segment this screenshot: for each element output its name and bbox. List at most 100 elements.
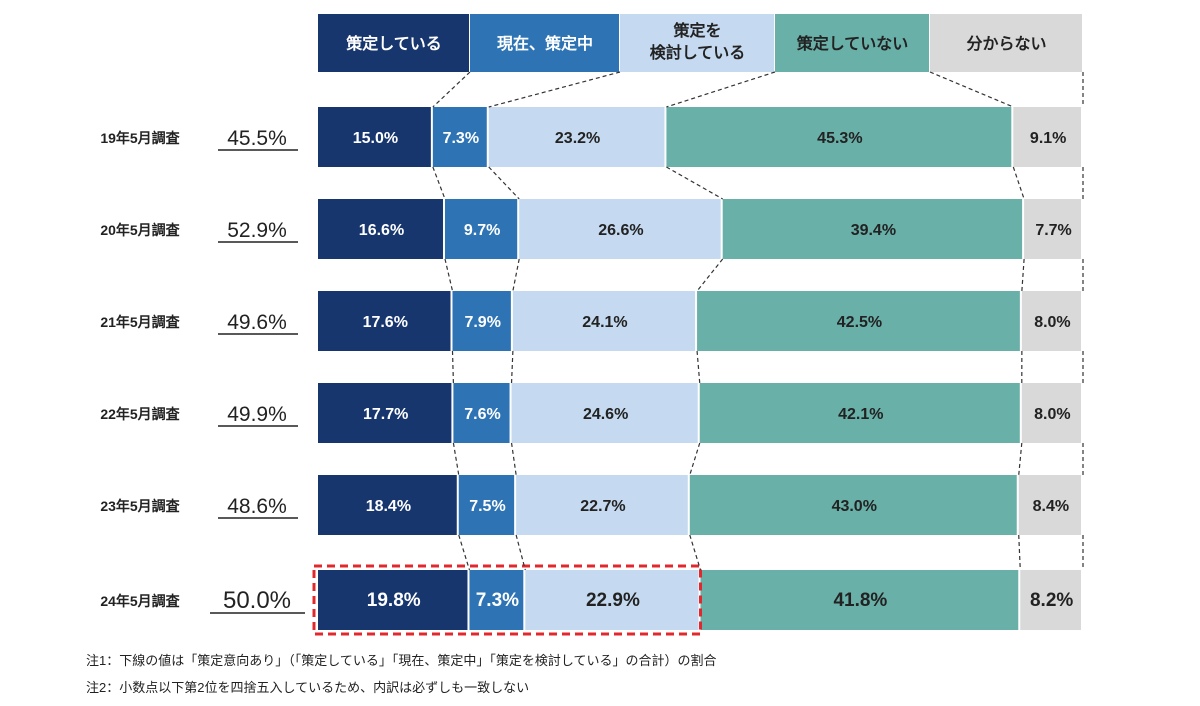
connector-line <box>488 166 520 200</box>
connector-line <box>451 350 455 384</box>
bar-segment <box>318 570 468 630</box>
connector-line <box>696 350 701 384</box>
legend-swatch <box>470 14 619 72</box>
data-label: 7.6% <box>464 406 500 423</box>
bar-segment <box>516 475 688 535</box>
data-label: 18.4% <box>366 498 411 515</box>
bar-segment <box>722 199 1023 259</box>
connector-line <box>432 166 446 200</box>
legend-swatch <box>930 14 1082 72</box>
bar-segment <box>699 383 1020 443</box>
connector-line <box>488 71 621 108</box>
data-label: 7.5% <box>469 498 505 515</box>
connector-line <box>689 534 702 571</box>
data-label: 17.7% <box>363 406 408 423</box>
data-label: 19.8% <box>367 590 421 611</box>
bar-segment <box>511 383 698 443</box>
bar-segment <box>697 291 1020 351</box>
data-label: 24.6% <box>583 406 628 423</box>
total-label: 50.0% <box>223 587 291 614</box>
connector-line <box>1021 258 1025 292</box>
data-label: 8.0% <box>1034 406 1070 423</box>
total-label: 52.9% <box>227 219 287 242</box>
connector-line <box>510 442 517 476</box>
data-label: 43.0% <box>832 498 877 515</box>
legend-swatch <box>620 14 774 72</box>
data-label: 42.1% <box>838 406 883 423</box>
data-label: 8.4% <box>1033 498 1069 515</box>
connector-line <box>444 258 454 292</box>
data-label: 45.3% <box>817 130 862 147</box>
connector-line <box>1018 534 1021 571</box>
legend-swatch <box>775 14 929 72</box>
data-label: 41.8% <box>833 590 887 611</box>
bar-segment <box>432 107 487 167</box>
bar-segment <box>1018 475 1081 535</box>
bar-segment <box>689 475 1017 535</box>
connector-line <box>432 71 471 108</box>
total-label: 45.5% <box>227 127 287 150</box>
legend-label: 分からない <box>966 35 1046 53</box>
connector-line <box>515 534 526 571</box>
total-label: 49.9% <box>227 403 287 426</box>
data-label: 39.4% <box>851 222 896 239</box>
bar-segment <box>488 107 665 167</box>
data-label: 7.9% <box>464 314 500 331</box>
data-label: 22.9% <box>586 590 640 611</box>
bar-segment <box>700 570 1019 630</box>
bar-segment <box>318 383 452 443</box>
data-label: 7.3% <box>443 130 479 147</box>
bar-segment <box>1020 570 1081 630</box>
category-label: 24年5月調査 <box>100 593 180 609</box>
category-label: 20年5月調査 <box>100 222 180 238</box>
bar-segment <box>452 291 511 351</box>
total-label: 48.6% <box>227 495 287 518</box>
bar-segment <box>318 291 451 351</box>
bar-segment <box>469 570 524 630</box>
connector-line <box>696 258 724 292</box>
bar-segment <box>453 383 510 443</box>
bar-segment <box>525 570 699 630</box>
connector-line <box>1018 442 1023 476</box>
connector-line <box>666 71 776 108</box>
data-label: 9.1% <box>1030 130 1066 147</box>
bar-segment <box>318 199 443 259</box>
connector-line <box>458 534 471 571</box>
connector-line <box>510 350 514 384</box>
data-label: 16.6% <box>359 222 404 239</box>
bar-segment <box>1021 383 1081 443</box>
highlight-box <box>312 564 702 636</box>
legend-label: 策定を <box>672 21 721 40</box>
total-label: 49.6% <box>227 311 287 334</box>
legend-label: 策定していない <box>796 34 909 53</box>
category-label: 22年5月調査 <box>100 406 180 422</box>
legend-label: 現在、策定中 <box>497 34 593 53</box>
legend-swatch <box>318 14 469 72</box>
note-1: 注1：下線の値は「策定意向あり」（「策定している」「現在、策定中」「策定を検討し… <box>86 653 717 668</box>
legend-label: 検討している <box>650 43 746 62</box>
connector-line <box>689 442 701 476</box>
connector-line <box>1012 166 1025 200</box>
bar-segment <box>1024 199 1081 259</box>
bar-segment <box>458 475 515 535</box>
category-label: 19年5月調査 <box>100 130 180 146</box>
connector-line <box>666 166 723 200</box>
bar-segment <box>1021 291 1081 351</box>
data-label: 7.7% <box>1035 222 1071 239</box>
legend-label: 策定している <box>345 34 442 53</box>
connector-line <box>452 442 460 476</box>
data-label: 9.7% <box>464 222 500 239</box>
data-label: 23.2% <box>555 130 600 147</box>
connector-line <box>512 258 520 292</box>
bar-segment <box>318 475 457 535</box>
bar-segment <box>512 291 696 351</box>
data-label: 8.0% <box>1034 314 1070 331</box>
data-label: 8.2% <box>1030 590 1073 611</box>
data-label: 42.5% <box>837 314 882 331</box>
data-label: 7.3% <box>476 590 519 611</box>
connector-line <box>929 71 1014 108</box>
data-label: 22.7% <box>580 498 625 515</box>
category-label: 23年5月調査 <box>100 498 180 514</box>
